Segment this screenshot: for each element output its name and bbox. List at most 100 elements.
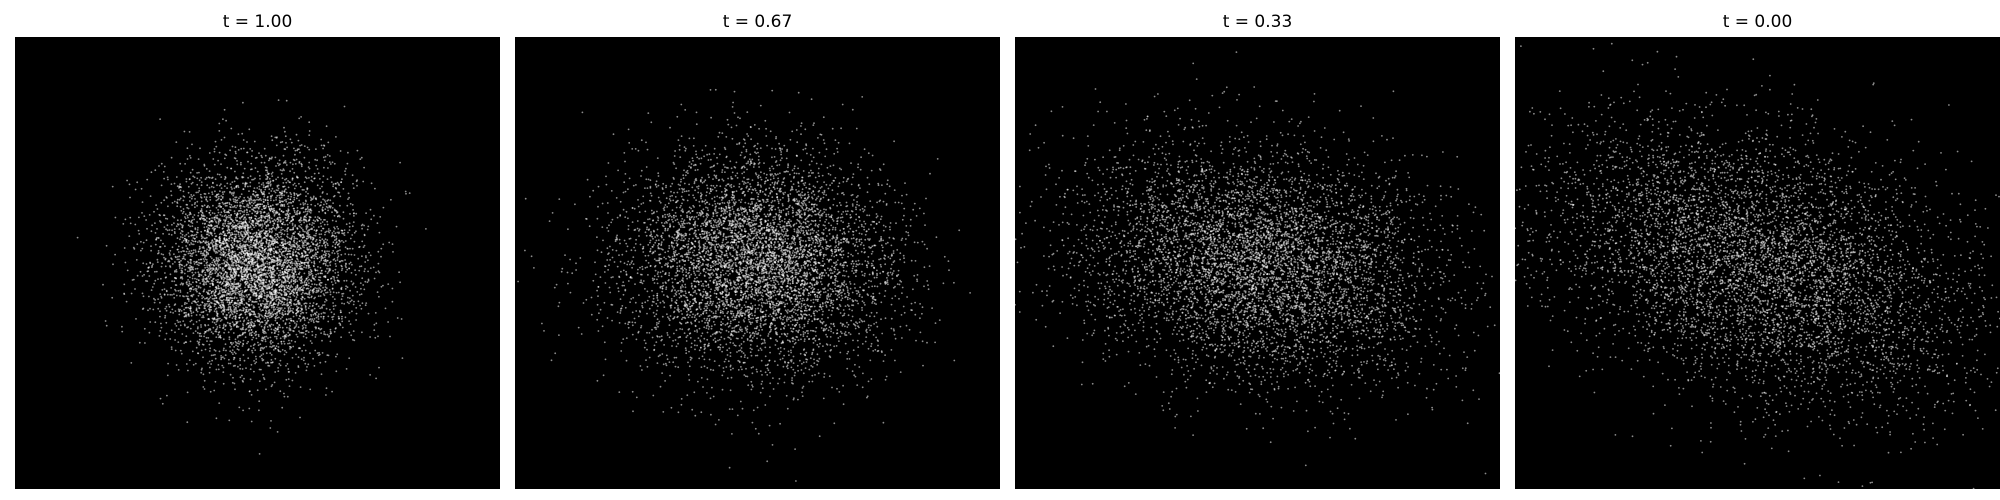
scatter-point	[165, 321, 168, 324]
scatter-point	[187, 224, 190, 227]
scatter-point	[333, 252, 336, 255]
scatter-point	[177, 245, 180, 248]
scatter-point	[268, 192, 270, 195]
scatter-point	[331, 390, 333, 393]
scatter-point	[267, 283, 270, 286]
scatter-point	[344, 316, 347, 319]
scatter-point	[318, 217, 321, 220]
scatter-point	[240, 260, 242, 263]
scatter-point	[292, 240, 295, 243]
scatter-point	[275, 144, 278, 147]
scatter-point	[273, 349, 275, 351]
scatter-point	[286, 326, 288, 329]
scatter-point	[306, 230, 309, 233]
scatter-point	[237, 261, 240, 264]
scatter-point	[347, 198, 349, 201]
scatter-point	[167, 178, 169, 181]
scatter-point	[219, 317, 221, 320]
scatter-point	[208, 212, 211, 214]
scatter-point	[221, 201, 224, 204]
scatter-point	[234, 338, 237, 341]
scatter-point	[317, 318, 320, 320]
scatter-point	[195, 288, 198, 290]
scatter-point	[335, 327, 337, 329]
scatter-point	[297, 268, 300, 270]
scatter-point	[179, 295, 181, 297]
scatter-point	[239, 320, 242, 322]
scatter-point	[275, 189, 278, 192]
scatter-point	[196, 221, 199, 223]
scatter-point	[341, 293, 343, 295]
scatter-point	[237, 149, 240, 151]
scatter-point	[254, 267, 257, 270]
scatter-point	[341, 239, 343, 242]
scatter-point	[180, 230, 183, 232]
scatter-point	[136, 181, 139, 184]
scatter-point	[286, 259, 289, 261]
scatter-point	[328, 231, 331, 234]
scatter-point	[253, 140, 256, 143]
scatter-point	[277, 184, 280, 187]
scatter-point	[152, 308, 155, 311]
scatter-point	[252, 305, 255, 307]
scatter-point	[308, 318, 311, 321]
scatter-point	[355, 307, 358, 309]
scatter-point	[205, 217, 208, 219]
scatter-point	[212, 247, 215, 250]
scatter-point	[256, 258, 259, 261]
scatter-point	[228, 209, 231, 211]
scatter-point	[201, 301, 204, 304]
scatter-point	[296, 248, 298, 251]
scatter-point	[206, 329, 208, 332]
scatter-point	[289, 292, 292, 295]
scatter-point	[263, 251, 266, 254]
scatter-point	[175, 290, 177, 292]
scatter-point	[249, 368, 252, 370]
scatter-point	[199, 286, 202, 289]
scatter-point	[335, 355, 337, 358]
scatter-point	[270, 135, 273, 138]
scatter-point	[138, 216, 140, 219]
scatter-point	[223, 108, 226, 111]
scatter-point	[293, 171, 296, 174]
scatter-point	[143, 327, 146, 330]
scatter-point	[207, 246, 210, 249]
scatter-point	[278, 363, 281, 365]
scatter-point	[339, 324, 342, 326]
scatter-point	[274, 136, 277, 139]
scatter-point	[325, 307, 328, 310]
scatter-point	[250, 303, 253, 306]
scatter-point	[282, 182, 285, 184]
scatter-point	[244, 274, 246, 277]
scatter-point	[233, 244, 235, 246]
scatter-point	[233, 346, 236, 348]
scatter-point	[276, 259, 279, 261]
scatter-point	[257, 276, 260, 279]
scatter-point	[277, 307, 280, 310]
scatter-point	[204, 178, 207, 181]
scatter-point	[153, 297, 155, 300]
scatter-point	[204, 255, 207, 257]
scatter-point	[214, 272, 217, 275]
scatter-point	[358, 269, 361, 272]
scatter-point	[192, 288, 195, 291]
scatter-point	[254, 256, 256, 258]
scatter-point	[331, 318, 334, 321]
scatter-point	[344, 288, 347, 290]
scatter-point	[288, 237, 291, 240]
scatter-point	[243, 377, 245, 380]
scatter-point	[301, 244, 304, 247]
scatter-point	[154, 169, 157, 172]
scatter-point	[286, 223, 289, 226]
scatter-point	[185, 178, 188, 180]
scatter-point	[259, 291, 262, 293]
scatter-point	[283, 264, 286, 267]
scatter-point	[278, 208, 281, 210]
scatter-point	[327, 244, 329, 247]
scatter-point	[197, 326, 199, 328]
scatter-point	[391, 300, 394, 303]
scatter-point	[319, 288, 322, 291]
scatter-point	[252, 178, 255, 181]
scatter-point	[348, 357, 351, 360]
scatter-point	[281, 281, 283, 284]
